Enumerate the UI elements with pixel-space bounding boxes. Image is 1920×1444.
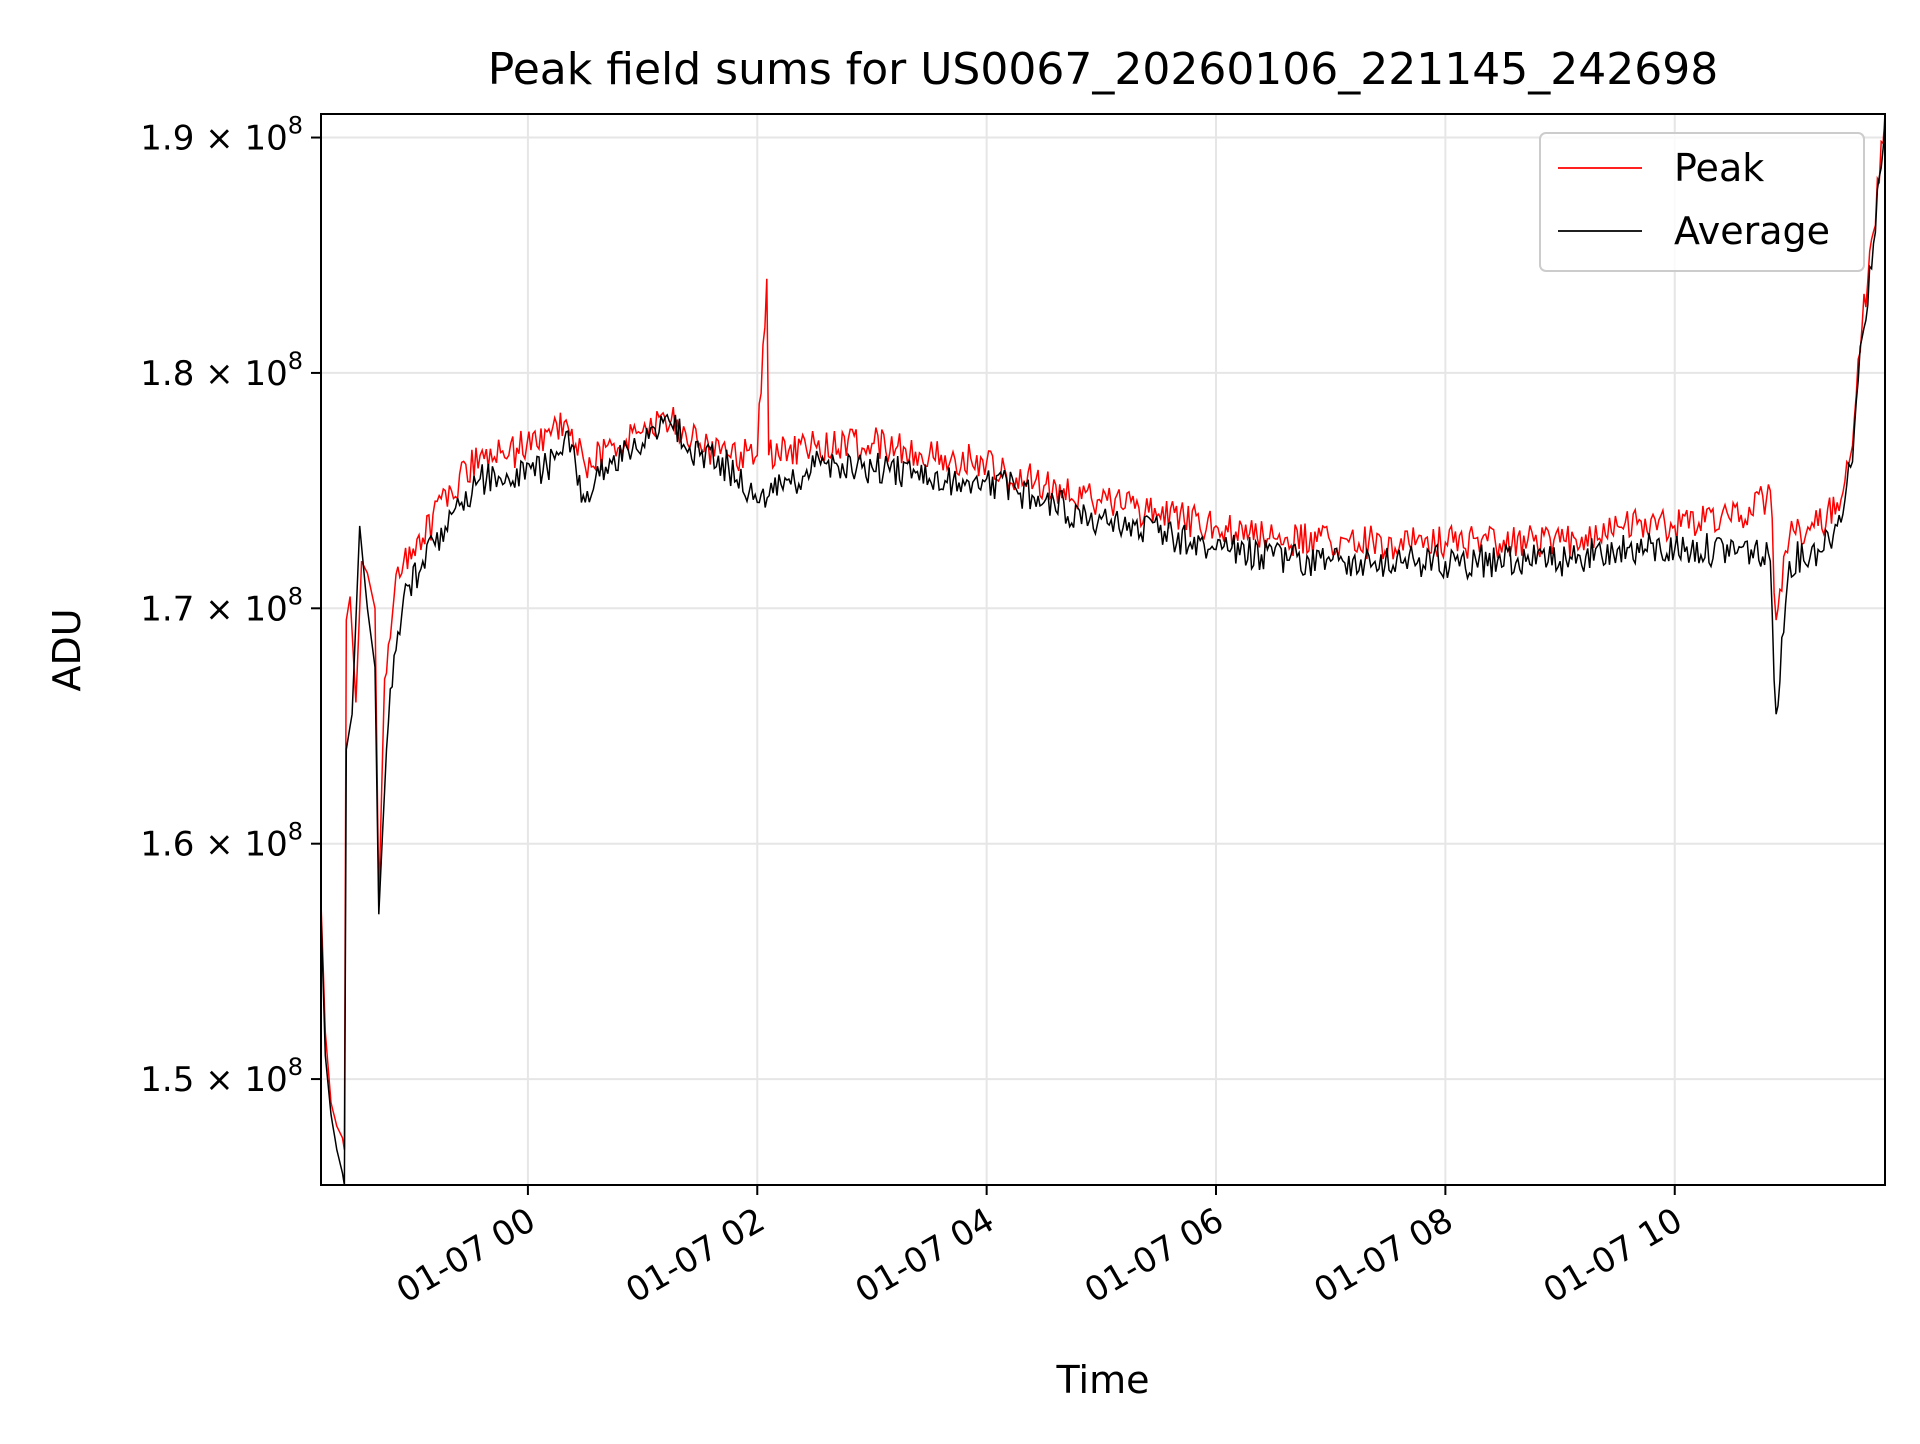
x-tick-label: 01-07 06	[1078, 1200, 1230, 1311]
legend-label-peak[interactable]: Peak	[1674, 146, 1764, 190]
y-tick-exponent: 8	[288, 818, 303, 846]
y-tick-exponent: 8	[288, 347, 303, 375]
y-tick-label: 1.6 × 108	[140, 818, 303, 865]
legend-label-average[interactable]: Average	[1674, 209, 1830, 253]
series-line-average	[321, 125, 1885, 1185]
y-tick-mantissa: 1.9	[140, 119, 205, 159]
grid-lines	[321, 114, 1885, 1185]
series-layer	[321, 114, 1885, 1185]
y-tick-mantissa: 1.5	[140, 1060, 205, 1100]
y-tick-label: 1.8 × 108	[140, 347, 303, 394]
plot-frame	[320, 113, 1886, 1186]
y-tick-base: × 10	[205, 354, 288, 394]
y-tick-base: × 10	[205, 1060, 288, 1100]
y-tick-mantissa: 1.6	[140, 825, 205, 865]
y-tick-mantissa: 1.8	[140, 354, 205, 394]
y-tick-exponent: 8	[288, 1053, 303, 1081]
chart-title: Peak field sums for US0067_20260106_2211…	[488, 44, 1718, 95]
y-tick-base: × 10	[205, 119, 288, 159]
plot-area	[321, 114, 1885, 1185]
y-axis-label: ADU	[45, 608, 89, 691]
y-tick-label: 1.5 × 108	[140, 1053, 303, 1100]
legend[interactable]: Peak Average	[1539, 132, 1865, 272]
x-tick-label: 01-07 08	[1307, 1200, 1459, 1311]
y-tick-label: 1.7 × 108	[140, 582, 303, 629]
x-axis: 01-07 00 01-07 02 01-07 04 01-07 06 01-07 08…	[390, 1185, 1689, 1311]
x-tick-label: 01-07 04	[849, 1200, 1001, 1311]
y-tick-exponent: 8	[288, 582, 303, 610]
x-axis-label: Time	[1056, 1358, 1150, 1402]
y-tick-label: 1.9 × 108	[140, 112, 303, 159]
x-tick-label: 01-07 00	[390, 1200, 542, 1311]
x-tick-label: 01-07 02	[619, 1200, 771, 1311]
y-tick-exponent: 8	[288, 112, 303, 140]
y-tick-base: × 10	[205, 825, 288, 865]
y-tick-base: × 10	[205, 589, 288, 629]
y-tick-mantissa: 1.7	[140, 589, 205, 629]
x-tick-label: 01-07 10	[1537, 1200, 1689, 1311]
series-line-peak	[321, 114, 1885, 1150]
